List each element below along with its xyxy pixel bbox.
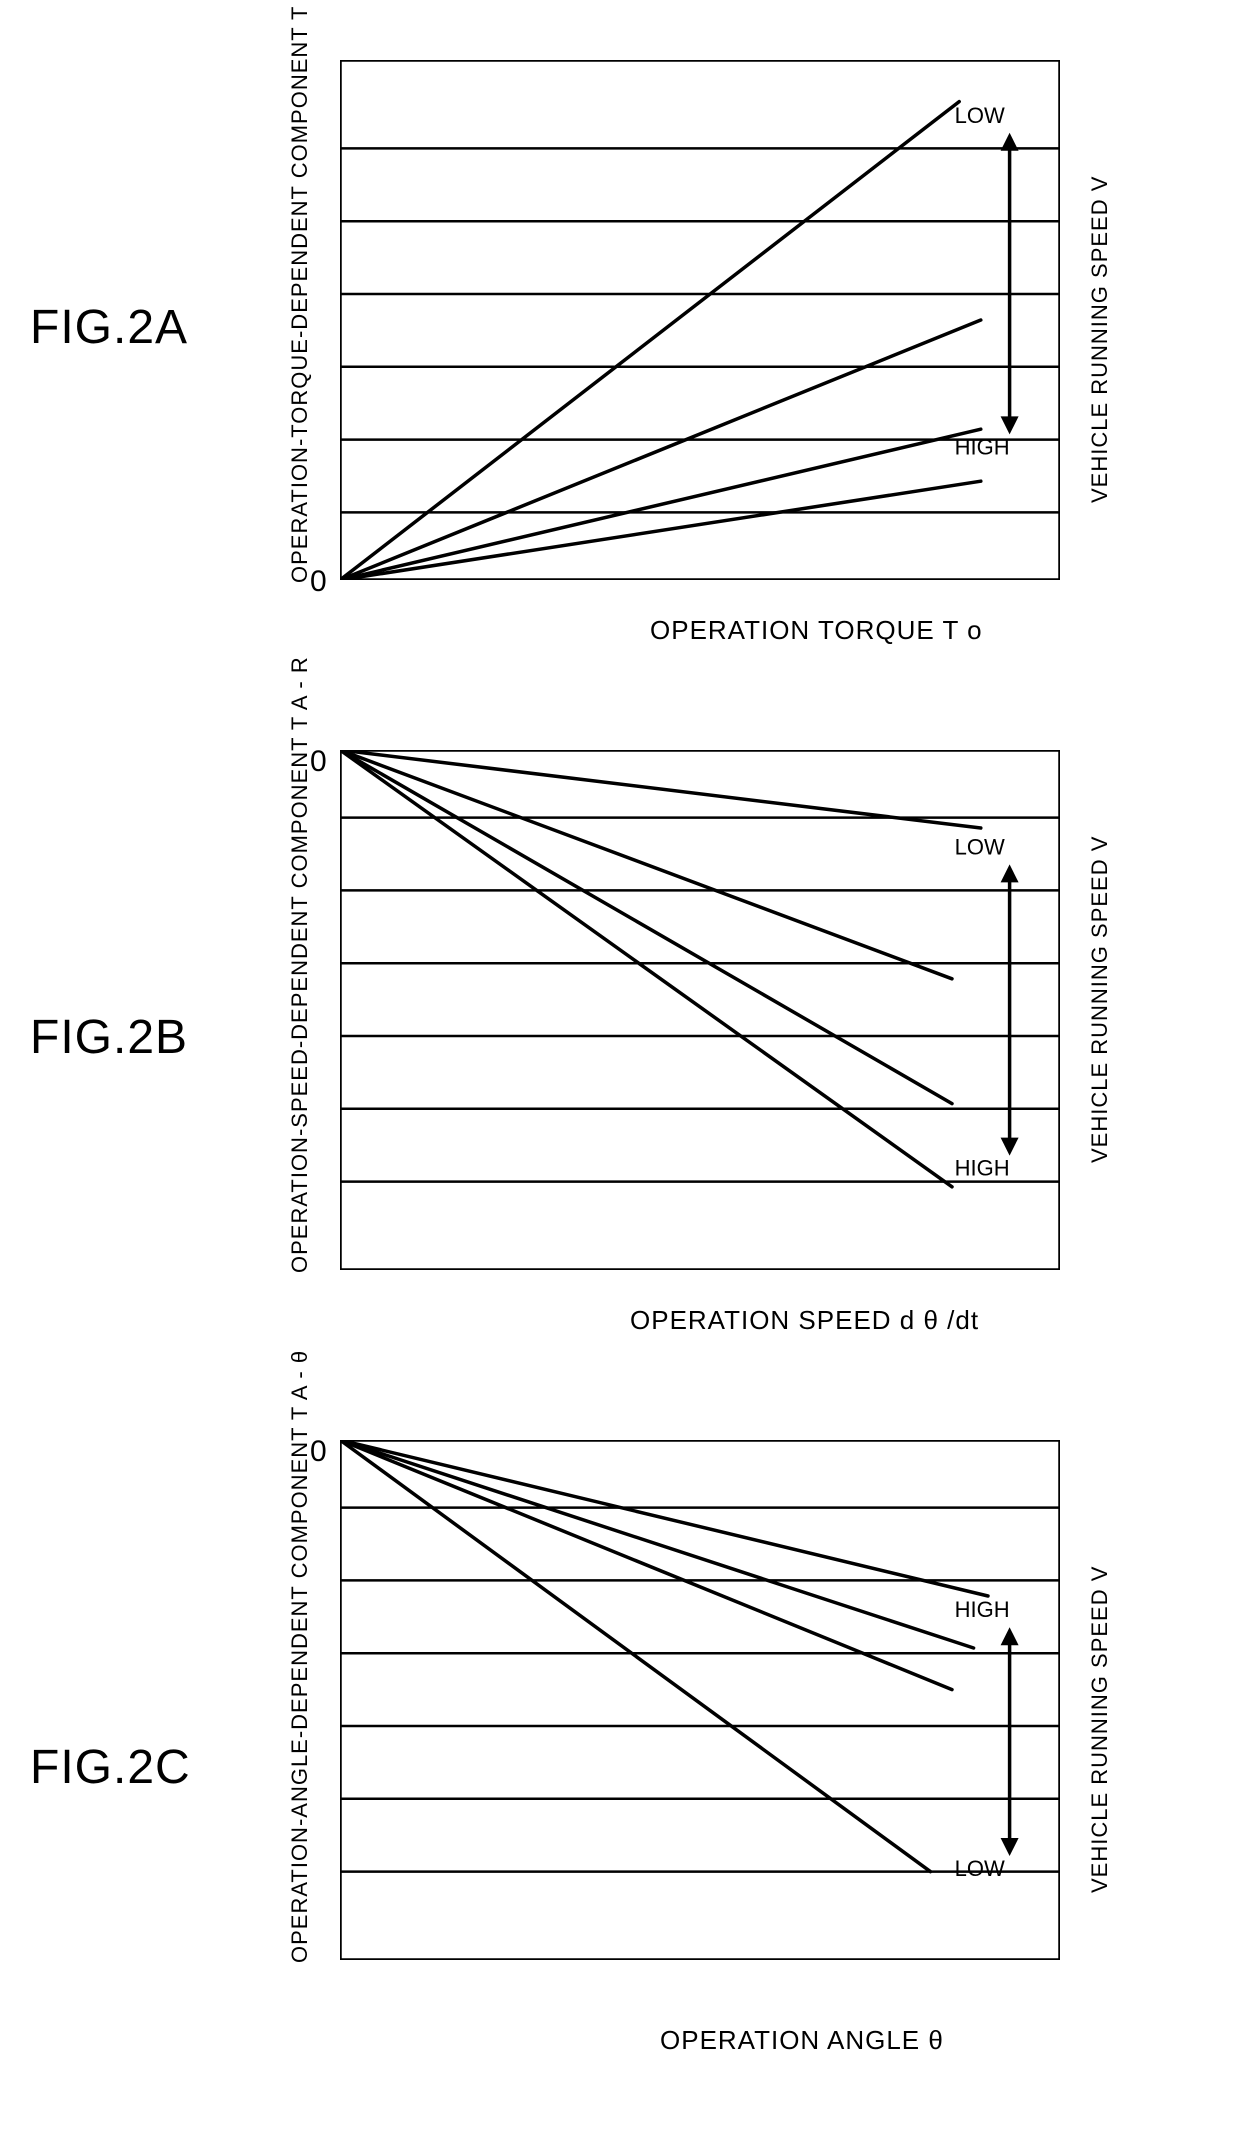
ylabel-c: OPERATION-ANGLE-DEPENDENT COMPONENT T A …: [287, 1443, 313, 1963]
zero-a: 0: [310, 565, 327, 599]
ylabel-a: OPERATION-TORQUE-DEPENDENT COMPONENT T A…: [287, 63, 313, 583]
fig-label-c: FIG.2C: [30, 1740, 191, 1795]
ylabel-b: OPERATION-SPEED-DEPENDENT COMPONENT T A …: [287, 753, 313, 1273]
svg-text:LOW: LOW: [955, 103, 1005, 128]
xlabel-b: OPERATION SPEED d θ /dt: [630, 1305, 979, 1336]
svg-text:HIGH: HIGH: [955, 1156, 1010, 1181]
svg-text:LOW: LOW: [955, 1856, 1005, 1881]
zero-c: 0: [310, 1435, 327, 1469]
chart-b-svg: LOW HIGH: [340, 750, 1060, 1270]
chart-c: HIGH LOW: [340, 1440, 1060, 1960]
chart-a-svg: LOW HIGH: [340, 60, 1060, 580]
fig-label-a: FIG.2A: [30, 300, 188, 355]
vlabel-a: VEHICLE RUNNING SPEED V: [1087, 203, 1113, 503]
fig-label-b: FIG.2B: [30, 1010, 188, 1065]
svg-text:HIGH: HIGH: [955, 434, 1010, 459]
svg-text:HIGH: HIGH: [955, 1597, 1010, 1622]
chart-c-svg: HIGH LOW: [340, 1440, 1060, 1960]
xlabel-c: OPERATION ANGLE θ: [660, 2025, 944, 2056]
svg-text:LOW: LOW: [955, 834, 1005, 859]
chart-b: LOW HIGH: [340, 750, 1060, 1270]
zero-b: 0: [310, 745, 327, 779]
page: FIG.2A OPERATION-TORQUE-DEPENDENT COMPON…: [0, 0, 1240, 2140]
chart-a: LOW HIGH: [340, 60, 1060, 580]
vlabel-c: VEHICLE RUNNING SPEED V: [1087, 1593, 1113, 1893]
xlabel-a: OPERATION TORQUE T o: [650, 615, 983, 646]
vlabel-b: VEHICLE RUNNING SPEED V: [1087, 863, 1113, 1163]
